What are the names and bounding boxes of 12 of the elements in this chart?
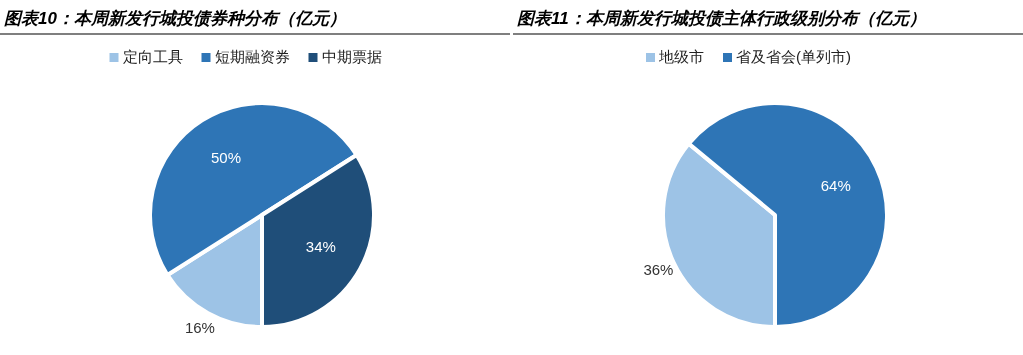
- data-label: 34%: [305, 238, 336, 256]
- data-label: 50%: [210, 149, 242, 167]
- chart-title: 图表10：本周新发行城投债券种分布（亿元）: [4, 9, 346, 28]
- legend-label: 短期融资券: [214, 48, 290, 65]
- data-label: 36%: [643, 260, 674, 278]
- legend-label: 定向工具: [122, 48, 183, 65]
- data-label: 16%: [184, 318, 215, 336]
- legend-label: 中期票据: [321, 48, 382, 65]
- legend-label: 省及省会(单列市): [736, 48, 851, 65]
- legend-label: 地级市: [658, 48, 704, 65]
- chart-title: 图表11：本周新发行城投债主体行政级别分布（亿元）: [517, 9, 926, 28]
- data-label: 64%: [820, 177, 851, 195]
